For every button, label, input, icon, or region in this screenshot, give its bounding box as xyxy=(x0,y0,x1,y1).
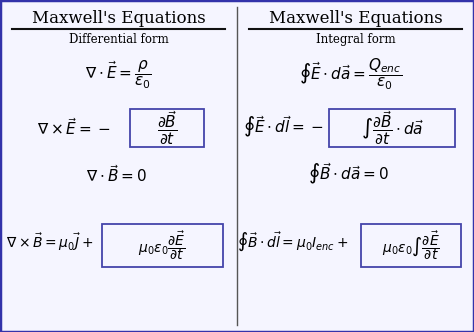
Text: $\nabla \times \vec{E} = -$: $\nabla \times \vec{E} = -$ xyxy=(37,117,110,138)
Text: $\dfrac{\partial \vec{B}}{\partial t}$: $\dfrac{\partial \vec{B}}{\partial t}$ xyxy=(157,109,177,147)
Text: $\oint \vec{B} \cdot d\vec{a} = 0$: $\oint \vec{B} \cdot d\vec{a} = 0$ xyxy=(308,162,389,188)
Text: $\oint \vec{E} \cdot d\vec{l} = -$: $\oint \vec{E} \cdot d\vec{l} = -$ xyxy=(243,115,323,140)
Text: $\oint \vec{B} \cdot d\vec{l} = \mu_0 I_{enc} +$: $\oint \vec{B} \cdot d\vec{l} = \mu_0 I_… xyxy=(237,231,349,254)
Bar xyxy=(130,109,204,147)
Text: Maxwell's Equations: Maxwell's Equations xyxy=(32,10,205,27)
Bar xyxy=(102,224,223,267)
Text: $\nabla \cdot \vec{B} = 0$: $\nabla \cdot \vec{B} = 0$ xyxy=(86,164,146,186)
Text: $\mu_0 \varepsilon_0 \dfrac{\partial \vec{E}}{\partial t}$: $\mu_0 \varepsilon_0 \dfrac{\partial \ve… xyxy=(138,229,186,262)
Text: Differential form: Differential form xyxy=(69,33,168,46)
Text: Maxwell's Equations: Maxwell's Equations xyxy=(269,10,442,27)
Text: Integral form: Integral form xyxy=(316,33,395,46)
Text: $\mu_0 \varepsilon_0 \int \dfrac{\partial \vec{E}}{\partial t}$: $\mu_0 \varepsilon_0 \int \dfrac{\partia… xyxy=(382,229,440,262)
Bar xyxy=(361,224,461,267)
Text: $\nabla \cdot \vec{E} = \dfrac{\rho}{\varepsilon_0}$: $\nabla \cdot \vec{E} = \dfrac{\rho}{\va… xyxy=(85,58,152,91)
Bar xyxy=(329,109,455,147)
Text: $\oint \vec{E} \cdot d\vec{a} = \dfrac{Q_{enc}}{\varepsilon_0}$: $\oint \vec{E} \cdot d\vec{a} = \dfrac{Q… xyxy=(299,57,402,92)
Text: $\int \dfrac{\partial \vec{B}}{\partial t} \cdot d\vec{a}$: $\int \dfrac{\partial \vec{B}}{\partial … xyxy=(361,109,424,147)
Text: $\nabla \times \vec{B} = \mu_0 \vec{J} +$: $\nabla \times \vec{B} = \mu_0 \vec{J} +… xyxy=(6,231,93,253)
